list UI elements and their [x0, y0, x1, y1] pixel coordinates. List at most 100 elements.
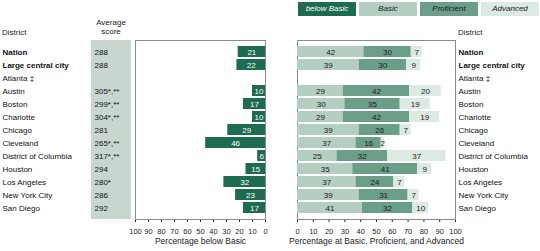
- svg-text:Atlanta ‡: Atlanta ‡: [3, 74, 35, 83]
- svg-text:100: 100: [449, 227, 462, 236]
- svg-text:Large central city: Large central city: [459, 61, 526, 70]
- svg-text:305*,**: 305*,**: [95, 87, 120, 96]
- svg-text:29: 29: [316, 113, 325, 122]
- svg-text:Austin: Austin: [3, 87, 25, 96]
- svg-text:30: 30: [317, 100, 326, 109]
- svg-text:Los Angeles: Los Angeles: [459, 178, 503, 187]
- svg-text:37: 37: [322, 139, 331, 148]
- svg-text:Percentage at Basic, Proficien: Percentage at Basic, Proficient, and Adv…: [289, 236, 464, 246]
- svg-text:10: 10: [255, 113, 264, 122]
- svg-text:265*,**: 265*,**: [95, 139, 120, 148]
- svg-text:281: 281: [95, 126, 109, 135]
- svg-text:32: 32: [358, 152, 367, 161]
- svg-text:60: 60: [183, 227, 191, 236]
- svg-text:Large central city: Large central city: [3, 61, 70, 70]
- svg-text:21: 21: [247, 48, 256, 57]
- svg-text:Cleveland: Cleveland: [3, 139, 39, 148]
- svg-text:304*,**: 304*,**: [95, 113, 120, 122]
- svg-text:Nation: Nation: [459, 48, 484, 57]
- svg-text:39: 39: [324, 126, 333, 135]
- svg-text:15: 15: [251, 165, 260, 174]
- svg-text:30: 30: [383, 48, 392, 57]
- svg-text:District of Columbia: District of Columbia: [459, 152, 529, 161]
- svg-text:19: 19: [411, 100, 420, 109]
- svg-text:Boston: Boston: [3, 100, 28, 109]
- svg-text:10: 10: [248, 227, 256, 236]
- svg-text:280*: 280*: [95, 178, 111, 187]
- svg-text:50: 50: [196, 227, 204, 236]
- svg-text:22: 22: [247, 61, 256, 70]
- svg-text:Houston: Houston: [3, 165, 33, 174]
- svg-text:16: 16: [364, 139, 373, 148]
- svg-text:299*,**: 299*,**: [95, 100, 120, 109]
- svg-text:2: 2: [381, 139, 386, 148]
- svg-text:29: 29: [316, 87, 325, 96]
- svg-text:New York City: New York City: [459, 191, 509, 200]
- svg-text:60: 60: [388, 227, 396, 236]
- svg-text:9: 9: [422, 165, 427, 174]
- svg-text:90: 90: [436, 227, 444, 236]
- svg-text:Houston: Houston: [459, 165, 489, 174]
- svg-text:Nation: Nation: [3, 48, 28, 57]
- svg-text:41: 41: [325, 204, 334, 213]
- svg-text:29: 29: [242, 126, 251, 135]
- svg-text:42: 42: [326, 48, 335, 57]
- svg-text:Cleveland: Cleveland: [459, 139, 495, 148]
- svg-text:10: 10: [416, 204, 425, 213]
- svg-text:7: 7: [411, 191, 416, 200]
- svg-text:292: 292: [95, 204, 109, 213]
- svg-text:20: 20: [235, 227, 243, 236]
- svg-text:26: 26: [375, 126, 384, 135]
- svg-text:Boston: Boston: [459, 100, 484, 109]
- svg-text:9: 9: [411, 61, 416, 70]
- svg-text:30: 30: [341, 227, 349, 236]
- svg-text:6: 6: [259, 152, 264, 161]
- svg-text:32: 32: [240, 178, 249, 187]
- svg-text:19: 19: [420, 113, 429, 122]
- svg-text:Los Angeles: Los Angeles: [3, 178, 47, 187]
- svg-text:20: 20: [421, 87, 430, 96]
- svg-text:25: 25: [313, 152, 322, 161]
- svg-text:35: 35: [368, 100, 377, 109]
- svg-text:80: 80: [157, 227, 165, 236]
- svg-text:23: 23: [246, 191, 255, 200]
- svg-text:24: 24: [370, 178, 379, 187]
- svg-text:17: 17: [250, 100, 259, 109]
- svg-text:7: 7: [415, 48, 420, 57]
- svg-text:Atlanta ‡: Atlanta ‡: [459, 74, 491, 83]
- svg-text:Charlotte: Charlotte: [459, 113, 492, 122]
- svg-text:100: 100: [129, 227, 142, 236]
- svg-text:7: 7: [397, 178, 402, 187]
- svg-text:30: 30: [378, 61, 387, 70]
- svg-text:32: 32: [383, 204, 392, 213]
- svg-text:New York City: New York City: [3, 191, 53, 200]
- svg-text:San Diego: San Diego: [3, 204, 41, 213]
- svg-text:10: 10: [309, 227, 317, 236]
- svg-text:District of Columbia: District of Columbia: [3, 152, 73, 161]
- svg-text:31: 31: [379, 191, 388, 200]
- svg-text:80: 80: [420, 227, 428, 236]
- svg-text:42: 42: [372, 113, 381, 122]
- svg-text:288: 288: [95, 48, 109, 57]
- svg-text:42: 42: [372, 87, 381, 96]
- svg-text:0: 0: [295, 227, 299, 236]
- svg-text:39: 39: [324, 61, 333, 70]
- svg-text:Chicago: Chicago: [3, 126, 33, 135]
- svg-text:40: 40: [209, 227, 217, 236]
- svg-text:40: 40: [357, 227, 365, 236]
- svg-text:17: 17: [250, 204, 259, 213]
- svg-text:37: 37: [322, 178, 331, 187]
- svg-text:30: 30: [222, 227, 230, 236]
- svg-text:Chicago: Chicago: [459, 126, 489, 135]
- svg-text:294: 294: [95, 165, 109, 174]
- svg-text:46: 46: [231, 139, 240, 148]
- svg-text:Charlotte: Charlotte: [3, 113, 36, 122]
- svg-text:41: 41: [381, 165, 390, 174]
- svg-text:Austin: Austin: [459, 87, 481, 96]
- svg-text:90: 90: [144, 227, 152, 236]
- svg-text:317*,**: 317*,**: [95, 152, 120, 161]
- svg-text:286: 286: [95, 191, 109, 200]
- svg-text:70: 70: [404, 227, 412, 236]
- svg-text:50: 50: [372, 227, 380, 236]
- svg-text:Percentage below Basic: Percentage below Basic: [155, 236, 247, 246]
